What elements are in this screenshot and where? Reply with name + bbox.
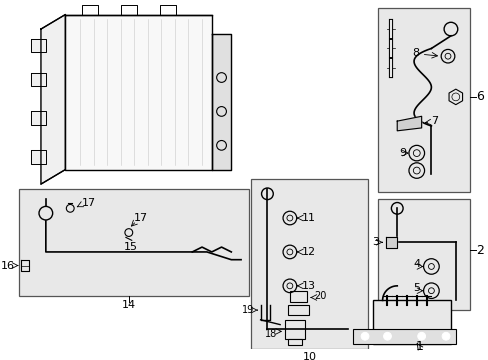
Text: 16: 16 [0,261,15,270]
Text: 14: 14 [122,300,136,310]
Text: 19: 19 [241,305,253,315]
Circle shape [361,332,368,340]
Bar [287,305,309,315]
Text: 6: 6 [475,90,483,103]
Text: 3: 3 [371,237,378,247]
Bar [353,329,455,344]
Text: 4: 4 [413,258,420,269]
Polygon shape [31,73,46,86]
Text: 20: 20 [314,291,326,301]
Bar [250,179,367,349]
Circle shape [383,332,390,340]
Bar [372,300,450,344]
Bar [285,320,304,339]
Bar [289,291,307,302]
Circle shape [441,332,449,340]
Text: 18: 18 [264,329,277,339]
Polygon shape [385,237,396,248]
Polygon shape [31,39,46,52]
Bar [287,339,301,345]
Text: 7: 7 [430,116,438,126]
Text: 13: 13 [301,281,315,291]
Text: 17: 17 [82,198,96,208]
Polygon shape [41,14,65,184]
Text: 2: 2 [475,243,483,257]
Text: 12: 12 [301,247,315,257]
Text: 11: 11 [301,213,315,223]
Polygon shape [211,34,231,170]
Text: 15: 15 [123,242,138,252]
Bar [377,199,469,310]
Polygon shape [396,116,421,131]
Text: 17: 17 [133,213,147,223]
Polygon shape [31,150,46,164]
Text: 5: 5 [413,283,420,293]
Circle shape [417,332,425,340]
Polygon shape [31,112,46,125]
Bar [377,8,469,192]
Bar [20,189,248,296]
Text: 10: 10 [302,352,316,360]
Text: 9: 9 [398,148,405,158]
Polygon shape [65,14,211,170]
Text: 1: 1 [415,341,423,354]
Text: 8: 8 [412,48,419,58]
